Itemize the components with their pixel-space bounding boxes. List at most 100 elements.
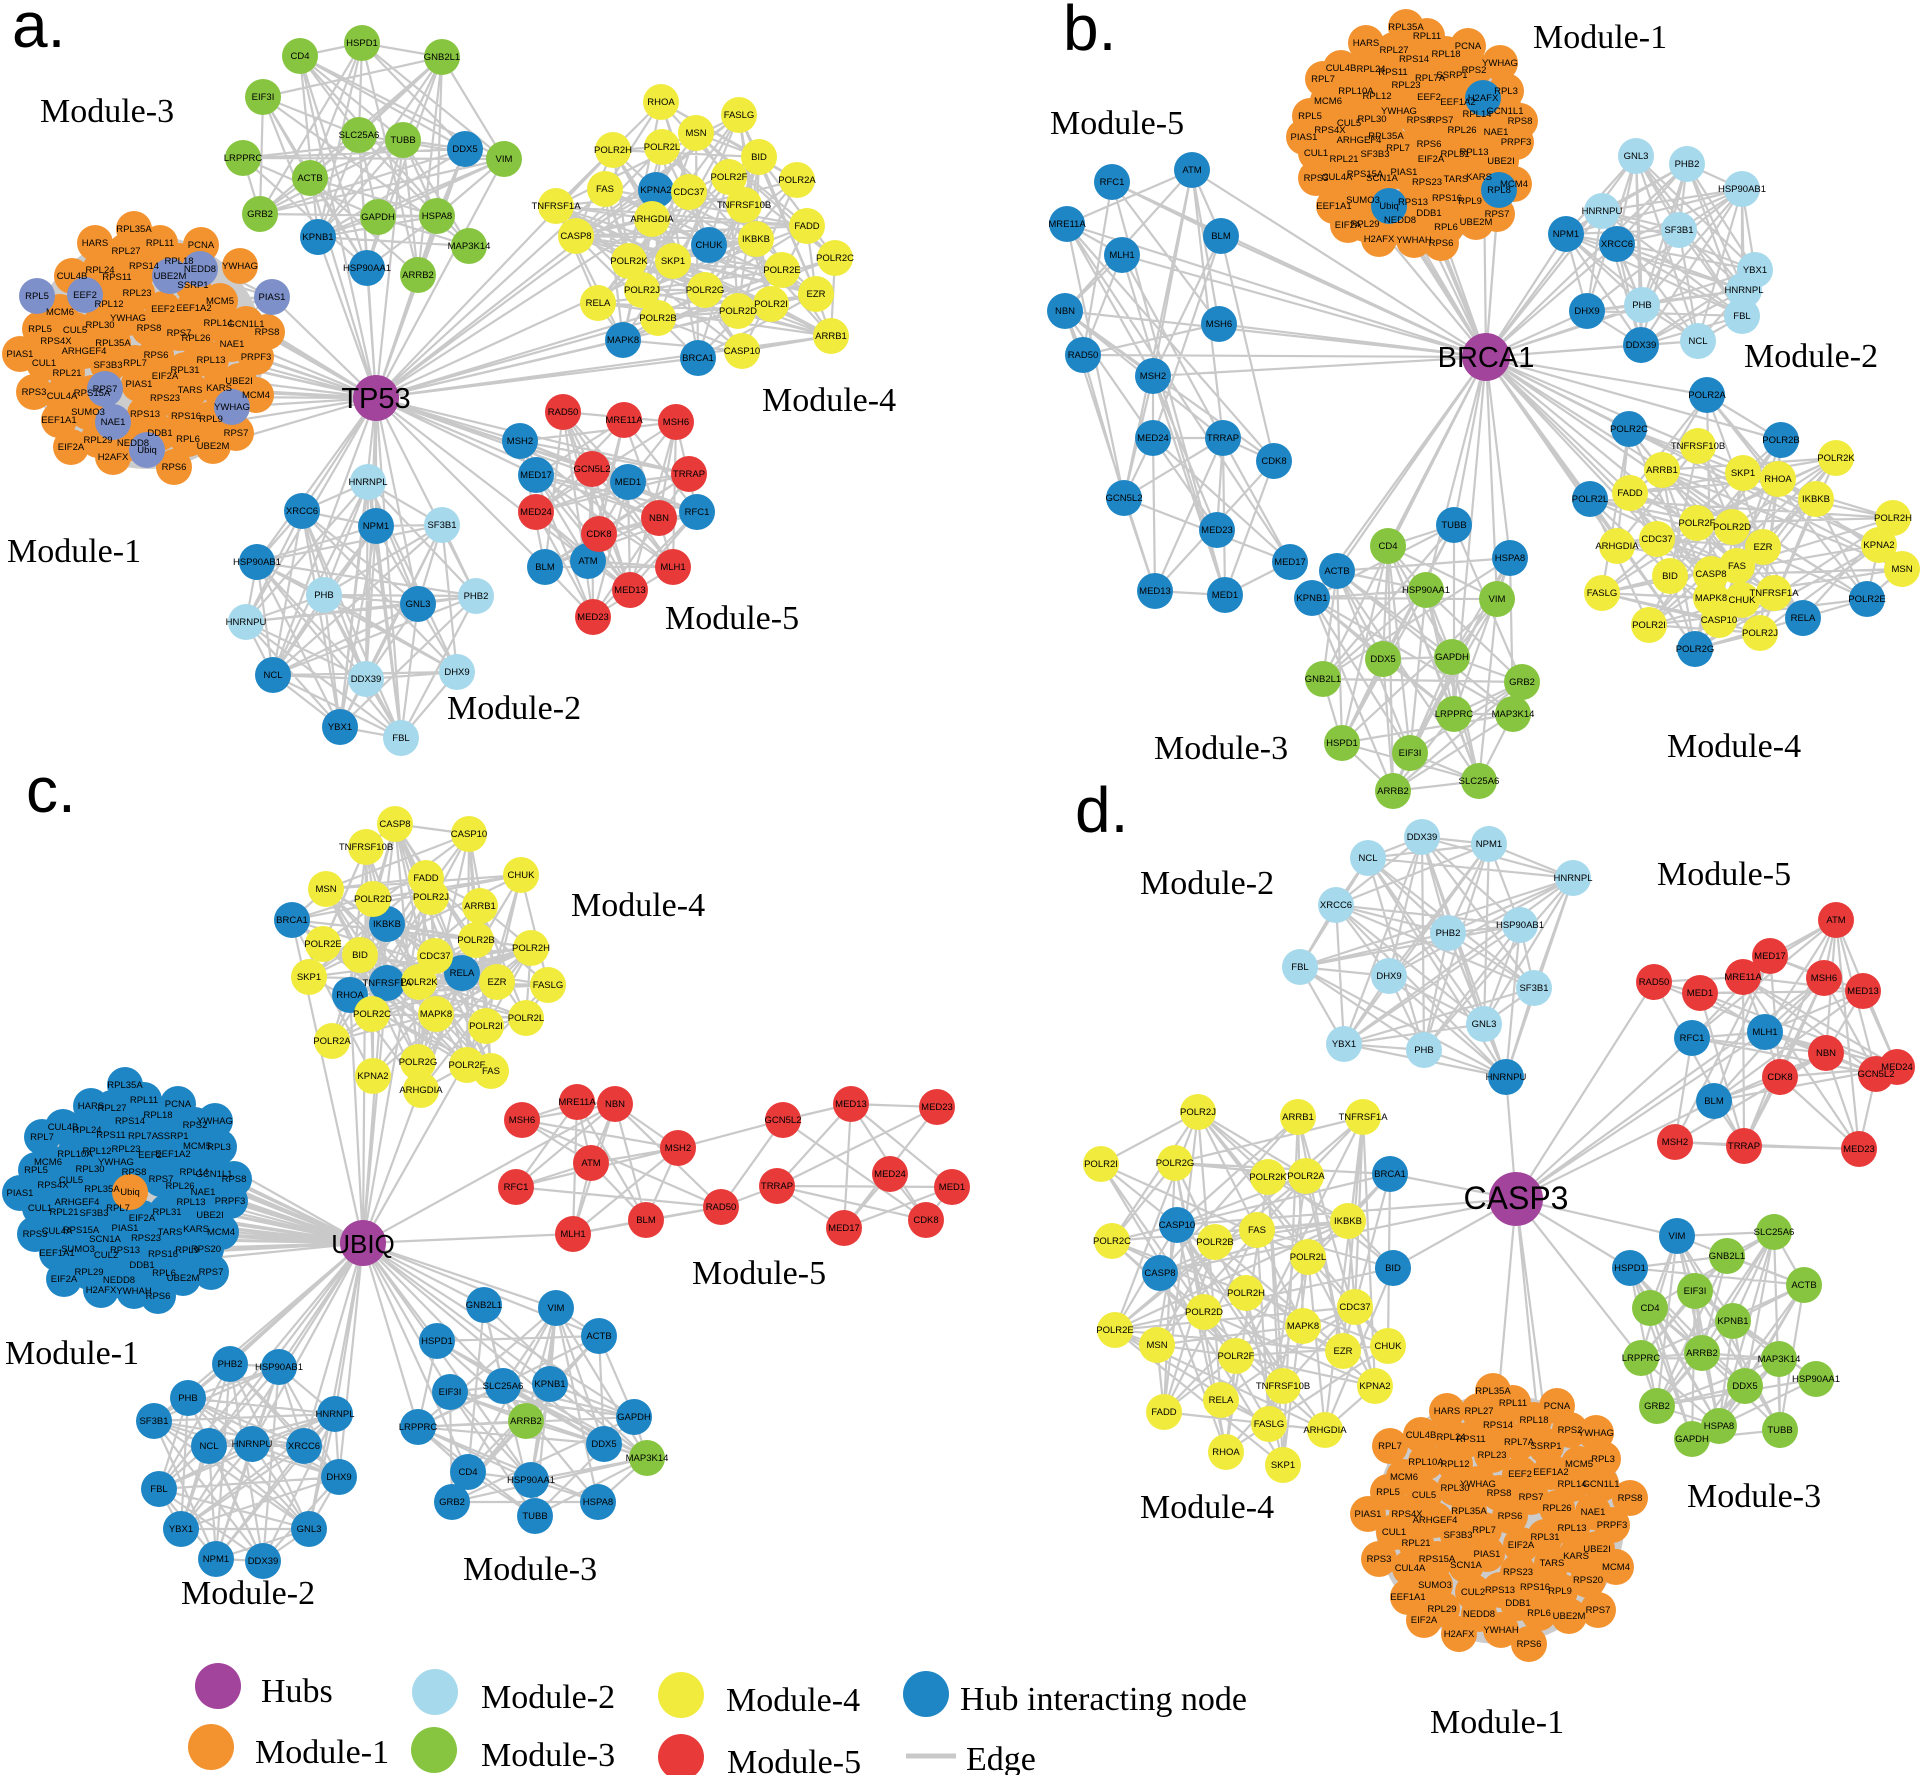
svg-text:NCL: NCL xyxy=(263,670,282,681)
svg-text:MRE11A: MRE11A xyxy=(1724,972,1762,983)
svg-text:ARRB2: ARRB2 xyxy=(1377,786,1409,797)
svg-text:POLR2A: POLR2A xyxy=(1287,1171,1325,1182)
svg-text:SKP1: SKP1 xyxy=(297,972,321,983)
svg-text:TARS: TARS xyxy=(1444,174,1469,185)
svg-text:SSRP1: SSRP1 xyxy=(177,280,208,291)
svg-text:Hubs: Hubs xyxy=(261,1673,333,1710)
svg-text:RPS4X: RPS4X xyxy=(40,336,72,347)
svg-text:POLR2K: POLR2K xyxy=(1249,1172,1287,1183)
svg-text:Module-3: Module-3 xyxy=(1154,730,1288,767)
svg-text:Module-4: Module-4 xyxy=(1667,728,1801,765)
svg-text:HSPD1: HSPD1 xyxy=(1326,738,1358,749)
svg-text:SF3B3: SF3B3 xyxy=(1443,1530,1472,1541)
svg-text:TNFRSF10B: TNFRSF10B xyxy=(1256,1381,1310,1392)
svg-text:RPL31: RPL31 xyxy=(170,365,199,376)
svg-text:HNRNPL: HNRNPL xyxy=(1724,285,1763,296)
svg-text:EEF2: EEF2 xyxy=(151,304,175,315)
svg-text:RPL30: RPL30 xyxy=(85,320,114,331)
svg-text:MED1: MED1 xyxy=(1687,988,1713,999)
svg-text:FBL: FBL xyxy=(1291,962,1308,973)
svg-text:RPS23: RPS23 xyxy=(1412,177,1442,188)
svg-text:NCL: NCL xyxy=(1688,336,1707,347)
svg-text:NBN: NBN xyxy=(1055,306,1075,317)
svg-text:FASLG: FASLG xyxy=(533,980,564,991)
svg-text:Module-3: Module-3 xyxy=(40,93,174,130)
svg-text:RPS2: RPS2 xyxy=(183,1120,208,1131)
svg-text:HNRNPL: HNRNPL xyxy=(315,1409,354,1420)
svg-text:RPS7: RPS7 xyxy=(1519,1492,1544,1503)
svg-text:Hub interacting node: Hub interacting node xyxy=(960,1681,1247,1718)
svg-text:EZR: EZR xyxy=(1754,542,1773,553)
svg-text:ACTB: ACTB xyxy=(1791,1280,1816,1291)
svg-text:CDK8: CDK8 xyxy=(586,529,611,540)
svg-text:POLR2I: POLR2I xyxy=(1632,620,1666,631)
svg-text:HARS: HARS xyxy=(1353,38,1379,49)
svg-text:YWHAG: YWHAG xyxy=(98,1157,134,1168)
svg-text:NEDD8: NEDD8 xyxy=(1463,1609,1495,1620)
svg-text:NAE1: NAE1 xyxy=(220,339,245,350)
svg-text:CHUK: CHUK xyxy=(1729,595,1757,606)
svg-text:GNL3: GNL3 xyxy=(297,1524,322,1535)
svg-text:NAE1: NAE1 xyxy=(1581,1507,1606,1518)
svg-text:MSH6: MSH6 xyxy=(1811,973,1837,984)
svg-text:UBE2I: UBE2I xyxy=(225,376,252,387)
svg-text:GNB2L1: GNB2L1 xyxy=(1709,1251,1745,1262)
svg-text:MED23: MED23 xyxy=(577,612,609,623)
svg-text:RPS3: RPS3 xyxy=(23,1229,48,1240)
svg-text:RPL18: RPL18 xyxy=(164,256,193,267)
svg-text:MLH1: MLH1 xyxy=(560,1229,585,1240)
svg-text:RPS13: RPS13 xyxy=(1485,1585,1515,1596)
svg-text:RPS3: RPS3 xyxy=(1367,1554,1392,1565)
svg-text:TNFRSF1A: TNFRSF1A xyxy=(531,201,581,212)
svg-text:RELA: RELA xyxy=(450,968,475,979)
svg-text:TNFRSF1A: TNFRSF1A xyxy=(362,978,412,989)
svg-text:YBX1: YBX1 xyxy=(328,722,352,733)
svg-text:POLR2L: POLR2L xyxy=(1572,494,1608,505)
svg-text:PCNA: PCNA xyxy=(188,240,215,251)
svg-text:H2AFX: H2AFX xyxy=(98,452,129,463)
svg-text:HSP90AB1: HSP90AB1 xyxy=(1718,184,1766,195)
svg-text:HSPA8: HSPA8 xyxy=(1704,1421,1734,1432)
svg-text:RPL7: RPL7 xyxy=(1472,1525,1496,1536)
svg-text:CUL1: CUL1 xyxy=(1304,148,1328,159)
svg-text:H2AFX: H2AFX xyxy=(86,1285,117,1296)
svg-text:SCN1A: SCN1A xyxy=(1366,173,1398,184)
svg-text:RFC1: RFC1 xyxy=(504,1182,529,1193)
svg-text:KARS: KARS xyxy=(1466,172,1492,183)
svg-text:SLC25A6: SLC25A6 xyxy=(339,130,380,141)
svg-text:XRCC6: XRCC6 xyxy=(286,506,318,517)
svg-text:PRPF3: PRPF3 xyxy=(1501,137,1532,148)
svg-text:MCM4: MCM4 xyxy=(207,1227,235,1238)
svg-text:RPL23: RPL23 xyxy=(111,1144,140,1155)
svg-text:ATM: ATM xyxy=(581,1158,600,1169)
svg-text:HARS: HARS xyxy=(82,238,108,249)
svg-text:GCN1L1: GCN1L1 xyxy=(196,1169,233,1180)
svg-text:RPL13: RPL13 xyxy=(176,1197,205,1208)
svg-text:ARHGEF4: ARHGEF4 xyxy=(62,346,107,357)
svg-text:HNRNPU: HNRNPU xyxy=(226,617,267,628)
svg-text:MRE11A: MRE11A xyxy=(1048,219,1086,230)
svg-text:BLM: BLM xyxy=(636,1215,656,1226)
svg-text:BRCA1: BRCA1 xyxy=(682,353,714,364)
svg-text:TRRAP: TRRAP xyxy=(761,1181,793,1192)
svg-text:RPL35A: RPL35A xyxy=(107,1080,143,1091)
svg-text:BLM: BLM xyxy=(535,562,555,573)
svg-text:FADD: FADD xyxy=(1151,1407,1176,1418)
svg-text:CHUK: CHUK xyxy=(508,870,536,881)
svg-text:NAE1: NAE1 xyxy=(1484,127,1509,138)
svg-text:RHOA: RHOA xyxy=(336,990,364,1001)
svg-text:PCNA: PCNA xyxy=(1455,41,1482,52)
svg-text:UBE2M: UBE2M xyxy=(154,271,187,282)
svg-text:EIF2A: EIF2A xyxy=(1335,220,1362,231)
svg-text:YBX1: YBX1 xyxy=(1743,265,1767,276)
svg-text:UBE2M: UBE2M xyxy=(197,441,230,452)
svg-text:DDB1: DDB1 xyxy=(1505,1598,1530,1609)
svg-text:EEF2: EEF2 xyxy=(138,1150,162,1161)
svg-text:POLR2F: POLR2F xyxy=(711,172,748,183)
svg-text:CUL1: CUL1 xyxy=(1382,1527,1406,1538)
svg-text:FBL: FBL xyxy=(150,1484,167,1495)
svg-text:RPS8: RPS8 xyxy=(1487,1488,1512,1499)
svg-text:MAPK8: MAPK8 xyxy=(1695,593,1727,604)
svg-text:YWHAH: YWHAH xyxy=(1483,1625,1519,1636)
svg-text:YWHAG: YWHAG xyxy=(1381,106,1417,117)
